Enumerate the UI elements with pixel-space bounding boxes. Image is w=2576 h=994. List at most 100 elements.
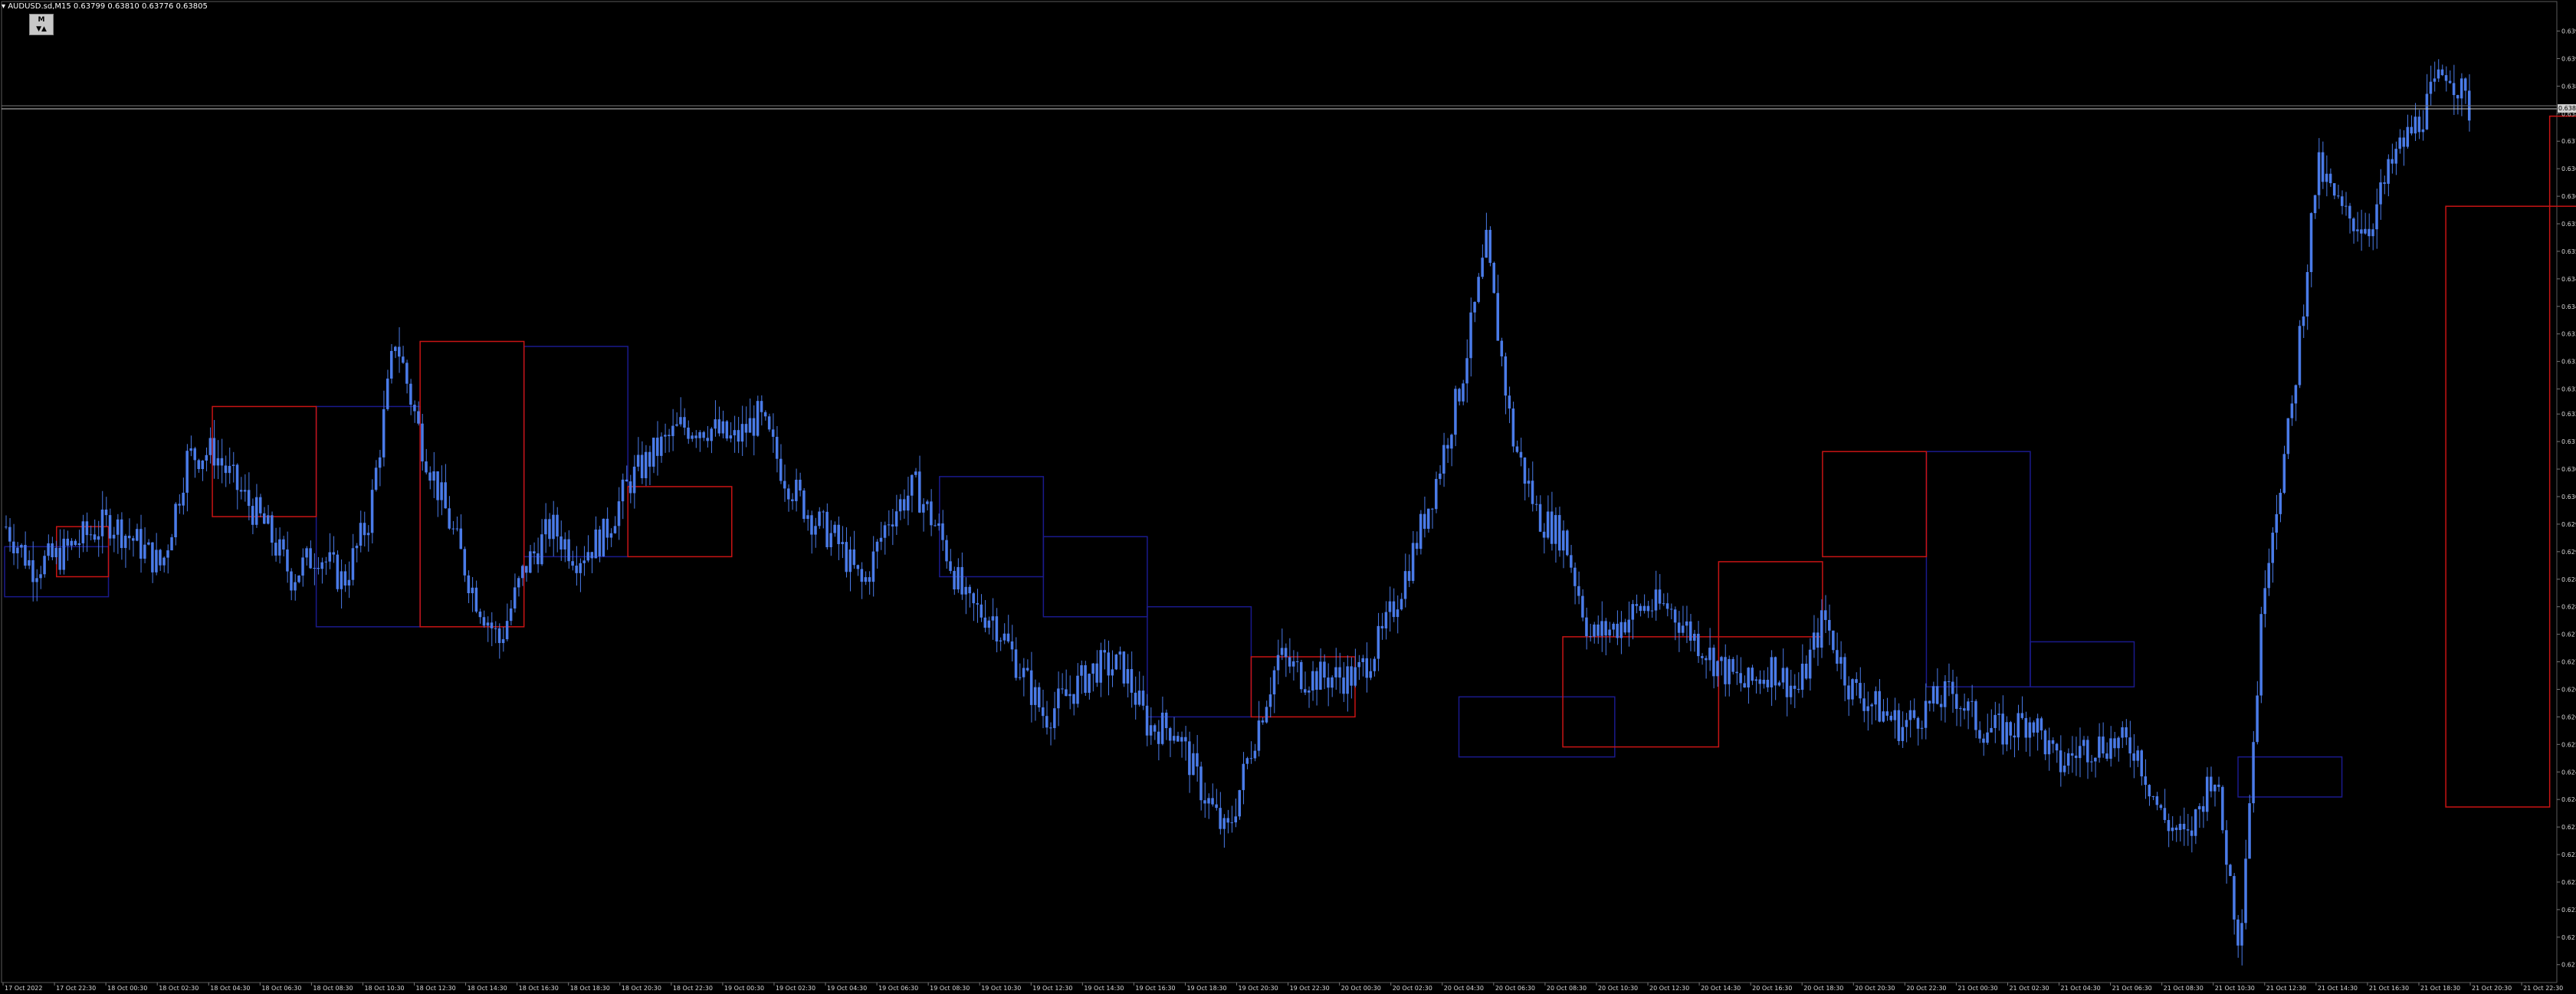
candle-body xyxy=(1596,624,1600,636)
candle-body xyxy=(1473,301,1476,313)
candle-body xyxy=(1065,689,1068,697)
candle-body xyxy=(1111,669,1114,676)
candle-body xyxy=(1010,641,1014,650)
candle-body xyxy=(282,539,285,549)
candle-body xyxy=(382,408,386,458)
candle-body xyxy=(1295,661,1299,662)
candle-body xyxy=(297,576,300,582)
candle-body xyxy=(486,622,490,626)
candle-body xyxy=(2094,757,2097,762)
candle-body xyxy=(1893,710,1897,720)
candle-body xyxy=(1403,571,1407,599)
candle-body xyxy=(243,490,247,492)
candle-body xyxy=(1963,708,1966,711)
candle-body xyxy=(1057,688,1060,709)
candle-body xyxy=(1816,632,1820,648)
candle-body xyxy=(1091,663,1094,674)
candle-body xyxy=(2452,83,2456,96)
time-tick-label: 21 Oct 10:30 xyxy=(2215,985,2255,991)
candle-body xyxy=(1025,668,1029,671)
bear-range-box xyxy=(2237,756,2343,798)
candle-body xyxy=(1114,654,1118,670)
candle-body xyxy=(822,511,825,513)
candle-body xyxy=(2240,923,2243,946)
candle-body xyxy=(953,570,956,590)
candle-body xyxy=(598,529,602,556)
candle-body xyxy=(116,519,120,535)
candle-body xyxy=(1573,567,1577,586)
candle-body xyxy=(937,523,940,527)
candle-body xyxy=(1681,625,1685,633)
candle-body xyxy=(760,401,763,412)
candle-body xyxy=(563,539,566,549)
candle-body xyxy=(1566,530,1569,556)
candle-body xyxy=(1419,513,1423,549)
candle-body xyxy=(2098,736,2101,758)
candle-body xyxy=(1014,649,1018,678)
candle-body xyxy=(1261,720,1265,723)
candle-body xyxy=(100,509,104,536)
candle-body xyxy=(1099,650,1102,683)
candle-body xyxy=(891,524,894,527)
candle-body xyxy=(162,557,166,566)
candle-body xyxy=(957,566,960,590)
candle-body xyxy=(363,523,366,536)
candle-body xyxy=(1808,649,1812,679)
candle-body xyxy=(845,542,848,572)
candle-body xyxy=(694,435,697,438)
candle-body xyxy=(2209,776,2213,792)
candle-body xyxy=(613,526,617,533)
time-tick-label: 21 Oct 14:30 xyxy=(2318,985,2358,991)
candle-body xyxy=(2302,316,2305,326)
candle-body xyxy=(1870,704,1873,707)
candle-body xyxy=(2391,159,2394,164)
symbol-quote-text: AUDUSD.sd,M15 0.63799 0.63810 0.63776 0.… xyxy=(8,2,208,11)
candle-body xyxy=(1049,727,1052,729)
candle-body xyxy=(286,549,289,572)
candle-body xyxy=(1527,481,1531,484)
candle-body xyxy=(1357,661,1360,668)
candle-body xyxy=(2236,919,2240,946)
candle-body xyxy=(1311,671,1314,691)
candle-body xyxy=(949,561,952,571)
candle-body xyxy=(1550,511,1554,544)
candle-body xyxy=(328,552,332,562)
candle-body xyxy=(497,628,501,644)
candle-body xyxy=(2032,722,2036,733)
candle-body xyxy=(544,519,547,535)
candle-body xyxy=(1685,621,1688,626)
candle-body xyxy=(1211,798,1214,805)
candle-body xyxy=(1804,664,1808,679)
candle-body xyxy=(1943,681,1947,707)
candle-body xyxy=(2163,808,2167,820)
candle-body xyxy=(2294,385,2298,404)
timeframe-toggle-button[interactable]: M ▼▲ xyxy=(29,14,54,35)
time-axis[interactable]: 17 Oct 2022 17 Oct 22:30 18 Oct 00:30 18 Oc… xyxy=(2,983,2563,992)
candle-body xyxy=(2121,727,2124,738)
candle-body xyxy=(2309,213,2313,272)
candle-body xyxy=(1234,816,1237,823)
candle-body xyxy=(1978,730,1981,739)
candle-body xyxy=(74,540,77,546)
candle-body xyxy=(533,551,536,554)
candle-body xyxy=(934,525,937,527)
candle-body xyxy=(868,577,871,582)
candle-body xyxy=(1939,704,1943,707)
candle-body xyxy=(1728,658,1731,684)
candle-body xyxy=(271,515,274,543)
candle-body xyxy=(2140,750,2143,777)
candle-body xyxy=(632,466,636,494)
candle-body xyxy=(617,501,621,527)
candle-body xyxy=(2117,737,2120,749)
chart-menu-arrow-icon[interactable]: ▾ xyxy=(2,2,6,11)
candle-body xyxy=(1589,636,1592,638)
candle-body xyxy=(579,563,582,573)
candle-body xyxy=(2066,753,2070,766)
candle-body xyxy=(2456,95,2460,99)
candle-body xyxy=(1426,508,1430,529)
candle-body xyxy=(609,533,613,538)
price-axis[interactable]: 0.63970 0.63915 0.63860 0.63805 0.63750 0.636… xyxy=(2557,28,2576,969)
candle-body xyxy=(771,429,775,437)
